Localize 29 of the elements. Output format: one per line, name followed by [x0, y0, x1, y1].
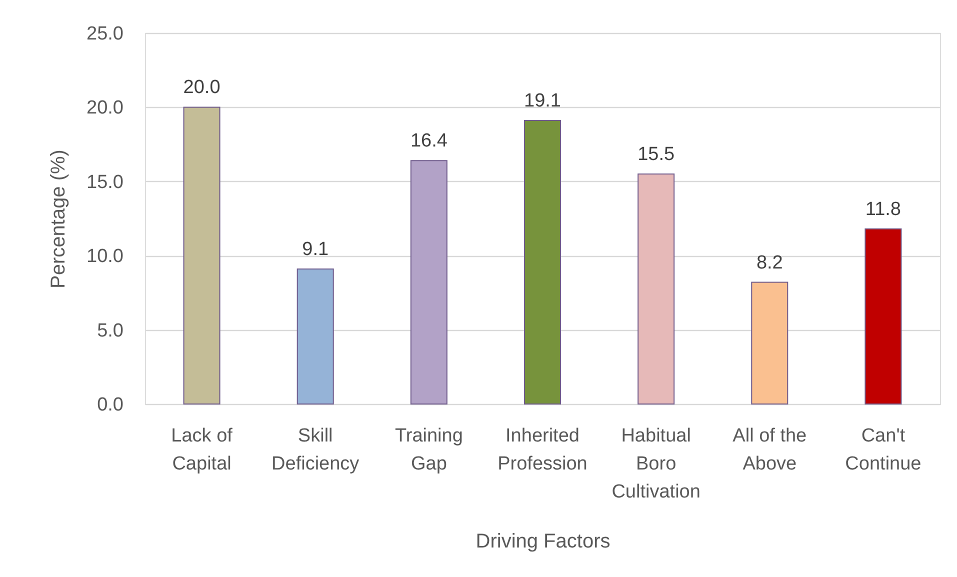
bar — [183, 106, 220, 404]
data-label: 9.1 — [302, 238, 329, 260]
x-tick-label: Skill Deficiency — [272, 426, 360, 474]
y-tick-label: 20.0 — [86, 98, 124, 119]
bar — [864, 228, 902, 404]
y-axis-title: Percentage (%) — [48, 150, 70, 288]
x-tick-label: Lack of Capital — [171, 426, 234, 474]
bar — [410, 160, 448, 404]
x-tick-label: Training Gap — [394, 426, 463, 474]
x-axis-title: Driving Factors — [476, 530, 610, 552]
x-tick-label: Habitual Boro Cultivation — [612, 426, 700, 502]
bar — [524, 120, 561, 404]
bar — [296, 268, 334, 404]
bar — [751, 282, 788, 404]
data-label: 19.1 — [524, 90, 561, 112]
y-tick-label: 0.0 — [97, 394, 124, 416]
bar — [638, 173, 675, 404]
y-tick-label: 15.0 — [86, 172, 124, 193]
y-tick-label: 10.0 — [86, 246, 124, 268]
x-tick-label: All of the Above — [732, 426, 807, 474]
x-tick-label: Can't Continue — [845, 426, 922, 474]
data-label: 8.2 — [756, 252, 783, 274]
data-label: 20.0 — [183, 77, 220, 98]
data-label: 15.5 — [638, 144, 675, 165]
data-label: 16.4 — [410, 130, 448, 152]
data-label: 11.8 — [865, 198, 902, 220]
x-tick-label: Inherited Profession — [498, 426, 588, 474]
y-tick-label: 25.0 — [86, 24, 124, 44]
y-tick-label: 5.0 — [97, 320, 124, 342]
